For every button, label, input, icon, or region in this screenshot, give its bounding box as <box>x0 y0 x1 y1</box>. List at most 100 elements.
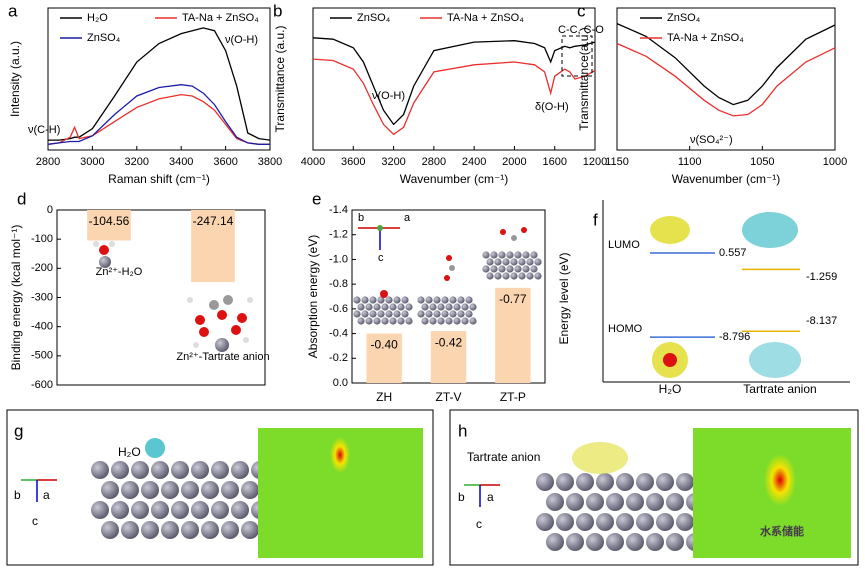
y-axis-label: Transmittance (a.u.) <box>273 26 287 133</box>
atom <box>444 275 450 281</box>
panel-label: d <box>17 189 26 208</box>
atom <box>385 310 393 318</box>
level-label: HOMO <box>608 323 643 335</box>
y-axis-label: Intensity (a.u.) <box>8 41 22 117</box>
atom <box>518 258 526 266</box>
atom <box>676 473 694 491</box>
atom <box>393 310 401 318</box>
y-axis-label: Transmittance(a.u.) <box>577 27 591 131</box>
atom <box>231 501 249 519</box>
atom <box>417 296 425 304</box>
atom <box>195 315 205 325</box>
annotation: ν(C-H) <box>28 124 60 136</box>
level-label: LUMO <box>608 239 640 251</box>
atom <box>385 296 393 304</box>
atom <box>518 272 526 280</box>
atom <box>365 303 373 311</box>
series-line <box>47 84 270 145</box>
x-tick-label: 3200 <box>381 156 405 168</box>
atom <box>566 533 584 551</box>
panel-label: g <box>14 421 23 440</box>
atom <box>381 303 389 311</box>
charge-spot <box>330 437 350 473</box>
panel-label: a <box>8 1 18 20</box>
x-tick-label: 3400 <box>169 156 193 168</box>
atom <box>211 461 229 479</box>
series-line <box>48 27 271 141</box>
category-label: ZT-V <box>436 390 462 404</box>
atom <box>91 501 109 519</box>
molecule-label: H₂O <box>659 382 682 396</box>
bar <box>87 210 131 241</box>
atom <box>576 473 594 491</box>
bar <box>366 333 402 383</box>
atom <box>357 317 365 325</box>
annotation: b <box>358 212 364 224</box>
axis-letter: b <box>458 490 465 504</box>
y-tick-label: -1.0 <box>329 253 348 265</box>
atom <box>209 300 219 310</box>
charge-spot <box>764 454 796 506</box>
atom <box>546 533 564 551</box>
atom <box>666 493 684 511</box>
atom <box>526 258 534 266</box>
dashed-box <box>561 35 593 77</box>
atom <box>181 481 199 499</box>
x-tick-label: 3200 <box>125 156 149 168</box>
atom <box>482 251 490 259</box>
atom <box>506 251 514 259</box>
atom <box>380 290 388 298</box>
atom <box>121 481 139 499</box>
atom <box>469 303 477 311</box>
atom <box>536 473 554 491</box>
y-tick-label: -600 <box>31 379 53 391</box>
annotation: ν(O-H) <box>225 34 258 46</box>
y-tick-label: -500 <box>31 350 53 362</box>
atom <box>215 338 229 352</box>
atom <box>576 513 594 531</box>
annotation: C-C, C-O <box>558 24 604 36</box>
y-tick-label: -0.6 <box>329 303 348 315</box>
molecule-label: Tartrate anion <box>743 382 816 396</box>
atom <box>111 461 129 479</box>
atom <box>514 251 522 259</box>
panel-label: b <box>273 1 282 20</box>
y-tick-label: -1.2 <box>329 229 348 241</box>
atom <box>676 513 694 531</box>
atom <box>231 325 241 335</box>
series-line <box>312 37 596 126</box>
atom <box>510 258 518 266</box>
atom <box>393 296 401 304</box>
value-label: -8.137 <box>806 315 837 327</box>
legend-label: TA-Na + ZnSO₄ <box>667 32 744 44</box>
atom <box>151 461 169 479</box>
atom <box>377 296 385 304</box>
atom <box>449 296 457 304</box>
atom <box>373 303 381 311</box>
atom <box>211 501 229 519</box>
atom <box>401 296 409 304</box>
x-axis-label: Wavenumber (cm⁻¹) <box>672 172 781 186</box>
legend-label: ZnSO₄ <box>357 12 391 24</box>
x-tick-label: 2800 <box>422 156 446 168</box>
atom <box>465 310 473 318</box>
atom <box>626 533 644 551</box>
atom <box>161 521 179 539</box>
x-tick-label: 3600 <box>341 156 365 168</box>
molecule-label: Tartrate anion <box>467 450 540 464</box>
atom <box>377 225 383 231</box>
molecule-label: H₂O <box>118 445 141 459</box>
atom <box>389 317 397 325</box>
atom <box>357 303 365 311</box>
atom <box>445 303 453 311</box>
x-tick-label: 1150 <box>605 156 629 168</box>
value-label: -0.40 <box>370 338 398 352</box>
atom <box>101 521 119 539</box>
x-tick-label: 3000 <box>80 156 104 168</box>
atom <box>221 521 239 539</box>
atom <box>556 513 574 531</box>
atom <box>405 317 413 325</box>
atom <box>646 533 664 551</box>
atom <box>656 473 674 491</box>
